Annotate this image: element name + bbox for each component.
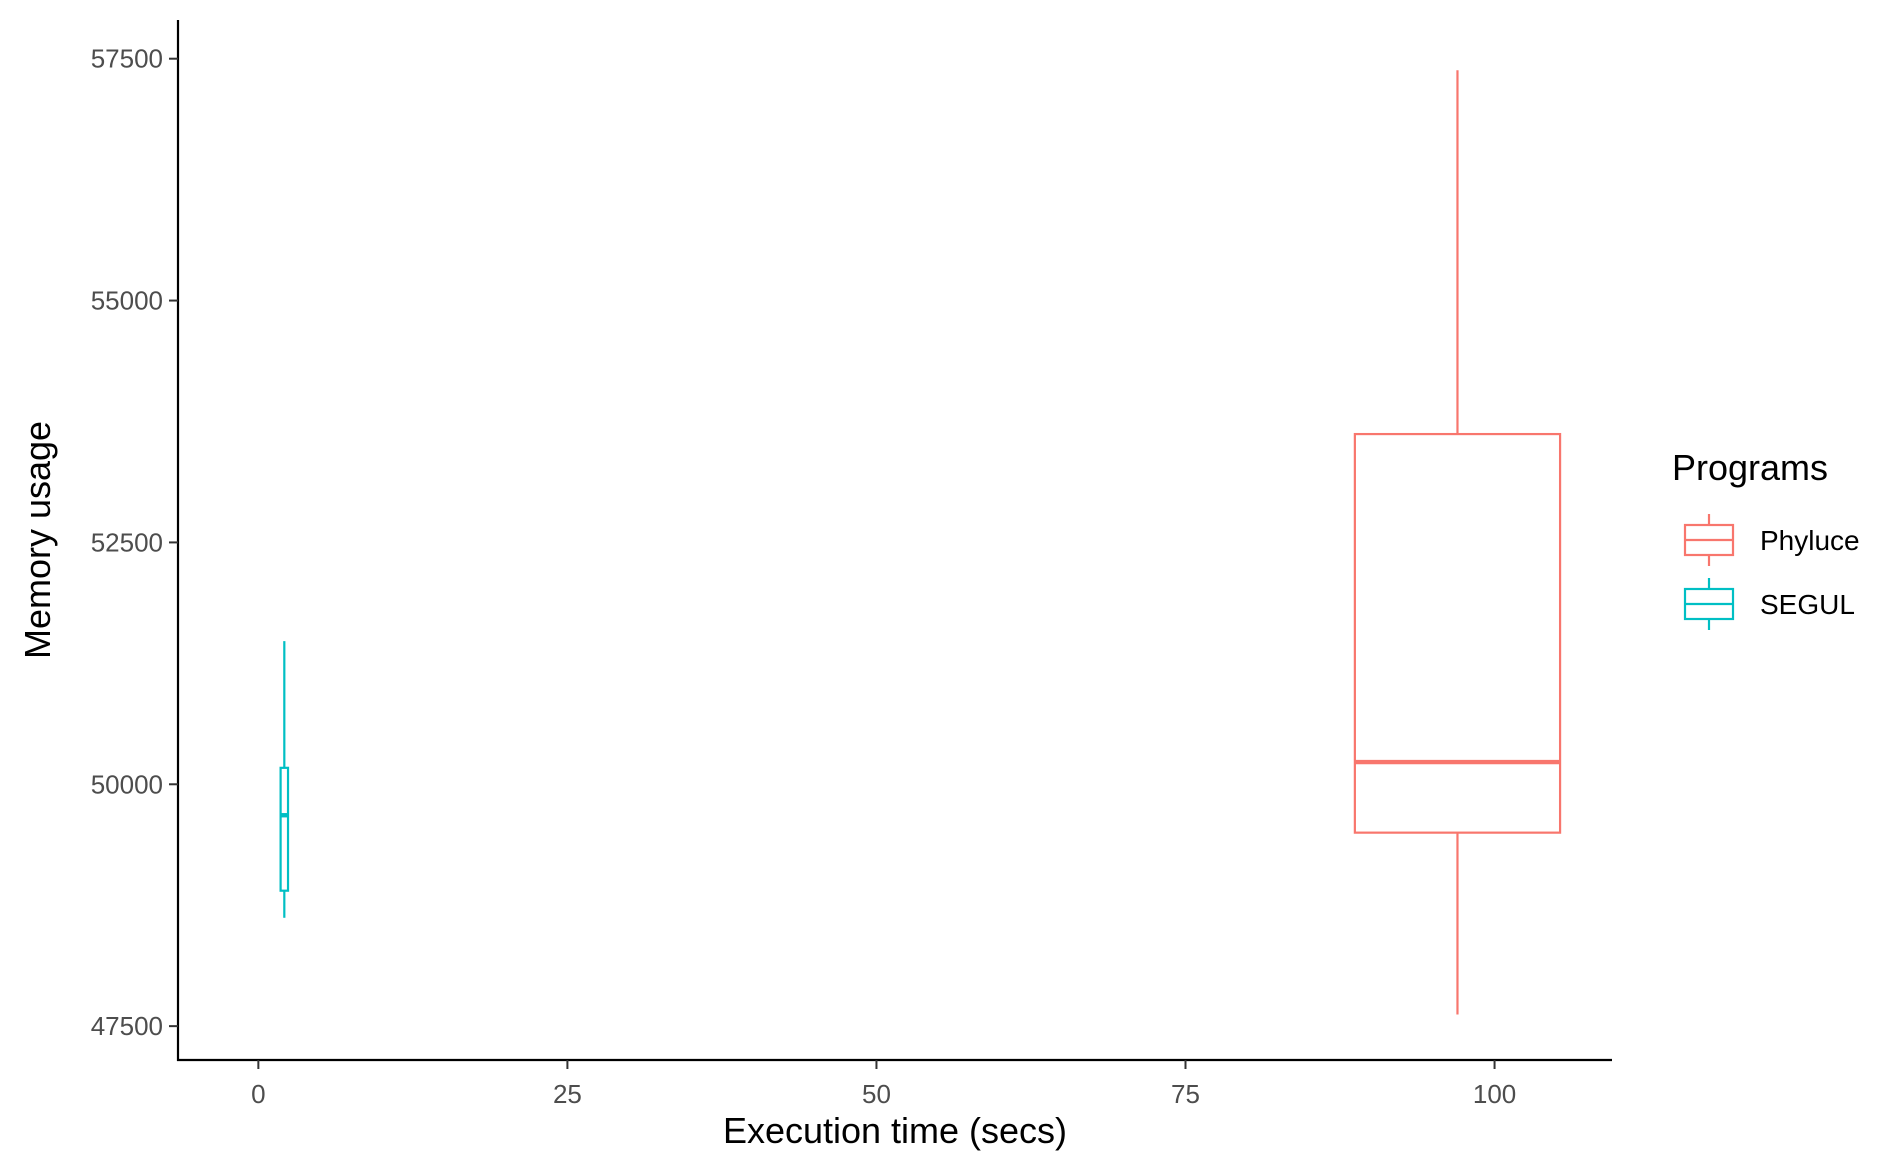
axes-layer: 0 25 50 75 100 47500 50000 52500 55000 57500 Execu… (17, 20, 1612, 1151)
x-tick-label: 50 (862, 1079, 891, 1109)
box (279, 766, 290, 892)
x-tick-label: 100 (1473, 1079, 1516, 1109)
legend-item-phyluce: Phyluce (1683, 514, 1860, 566)
boxplot-phyluce (1353, 70, 1562, 1015)
legend-item-segul: SEGUL (1683, 578, 1855, 630)
x-tick-label: 25 (553, 1079, 582, 1109)
legend-label: Phyluce (1760, 525, 1860, 556)
x-tick-label: 75 (1171, 1079, 1200, 1109)
y-tick-label: 50000 (91, 769, 163, 799)
box (1353, 432, 1562, 834)
boxes-layer (279, 70, 1562, 1015)
y-tick-label: 47500 (91, 1011, 163, 1041)
y-tick-label: 55000 (91, 286, 163, 316)
boxplot-segul (279, 641, 290, 918)
legend-title: Programs (1672, 447, 1828, 488)
y-tick-label: 57500 (91, 44, 163, 74)
x-tick-label: 0 (251, 1079, 265, 1109)
y-axis-title: Memory usage (17, 421, 58, 659)
legend: Programs Phyluce SEGUL (1672, 447, 1860, 630)
x-axis-title: Execution time (secs) (723, 1110, 1067, 1151)
legend-label: SEGUL (1760, 589, 1855, 620)
y-tick-label: 52500 (91, 527, 163, 557)
